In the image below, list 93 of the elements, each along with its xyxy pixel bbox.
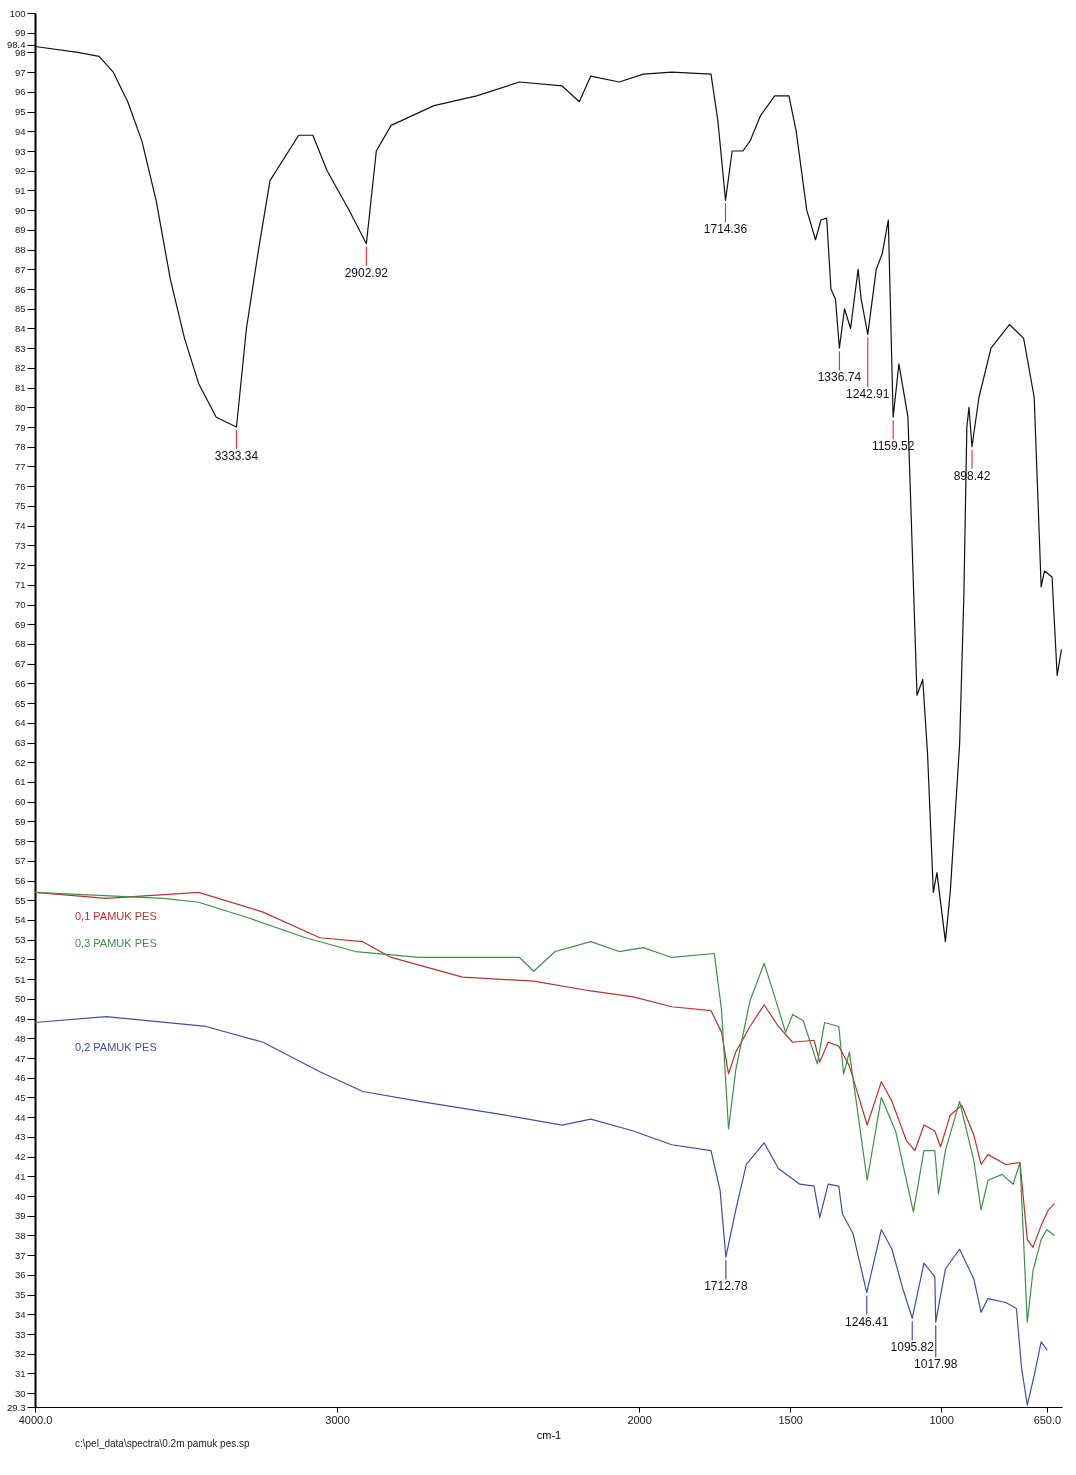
y-tick-label: 75	[14, 500, 26, 512]
y-tick-label: 79	[14, 421, 26, 433]
annotation: 1712.78	[704, 1279, 748, 1294]
y-tick-label: 61	[14, 776, 26, 788]
y-tick-label: 35	[14, 1289, 26, 1301]
annotation: 2902.92	[344, 265, 389, 280]
y-tick-label: 31	[14, 1367, 26, 1379]
y-tick-label: 78	[14, 441, 26, 453]
y-tick-label: 89	[14, 224, 26, 236]
text: c:\pel_data\spectra\0.2m pamuk pes.sp	[75, 1438, 250, 1449]
y-tick-label: 67	[14, 658, 26, 670]
y-tick-label: 66	[14, 677, 26, 689]
x-tick-label: 4000.0	[18, 1413, 53, 1426]
y-tick-label: 71	[14, 579, 26, 591]
x-tick-label: 1500	[778, 1413, 803, 1426]
y-tick-label: 49	[14, 1013, 26, 1025]
y-tick-label: 92	[14, 165, 26, 177]
y-tick-label: 42	[14, 1151, 26, 1163]
y-tick-label: 62	[14, 756, 26, 768]
y-tick-label: 60	[14, 796, 26, 808]
y-tick-label: 100	[9, 7, 26, 19]
annotation: 1017.98	[914, 1357, 958, 1372]
x-tick-label: 2000	[627, 1413, 652, 1426]
y-tick-label: 86	[14, 283, 26, 295]
y-tick-label: 64	[14, 717, 26, 729]
x-tick-label: 650.0	[1033, 1413, 1062, 1426]
y-tick-label: 77	[14, 460, 26, 472]
x-tick-label: 1000	[929, 1413, 954, 1426]
y-tick-label: 98.4	[7, 39, 26, 51]
series-label: 0,2 PAMUK PES	[75, 1040, 157, 1053]
y-tick-label: 29.3	[7, 1401, 26, 1413]
y-tick-label: 48	[14, 1032, 26, 1044]
y-tick-label: 43	[14, 1131, 26, 1143]
y-tick-label: 72	[14, 559, 26, 571]
y-tick-label: 47	[14, 1052, 26, 1064]
y-tick-label: 68	[14, 638, 26, 650]
y-tick-label: 84	[14, 322, 26, 334]
y-tick-label: 54	[14, 914, 26, 926]
y-tick-label: 39	[14, 1210, 26, 1222]
annotation: 1095.82	[890, 1340, 935, 1355]
y-tick-label: 40	[14, 1190, 26, 1202]
y-tick-label: 56	[14, 875, 26, 887]
y-tick-label: 99	[14, 27, 26, 39]
x-tick-label: 3000	[325, 1413, 350, 1426]
y-tick-label: 38	[14, 1229, 26, 1241]
y-tick-label: 45	[14, 1091, 26, 1103]
y-tick-label: 55	[14, 894, 26, 906]
y-tick-label: 37	[14, 1249, 26, 1261]
y-tick-label: 65	[14, 697, 26, 709]
y-tick-label: 81	[14, 382, 26, 394]
y-tick-label: 90	[14, 204, 26, 216]
y-tick-label: 57	[14, 855, 26, 867]
y-tick-label: 44	[14, 1111, 26, 1123]
y-tick-label: 52	[14, 953, 26, 965]
y-tick-label: 30	[14, 1387, 26, 1399]
y-tick-label: 73	[14, 539, 26, 551]
y-tick-label: 74	[14, 520, 26, 532]
y-tick-label: 34	[14, 1308, 26, 1320]
series-label: 0,1 PAMUK PES	[75, 910, 157, 923]
text: 0,3 PAMUK PES	[75, 937, 157, 950]
y-tick-label: 82	[14, 362, 26, 374]
y-tick-label: 87	[14, 263, 26, 275]
y-tick-label: 83	[14, 342, 26, 354]
y-tick-label: 76	[14, 480, 26, 492]
y-tick-label: 59	[14, 815, 26, 827]
y-tick-label: 51	[14, 973, 26, 985]
annotation: 1246.41	[845, 1314, 889, 1329]
y-tick-label: 32	[14, 1348, 26, 1360]
y-tick-label: 50	[14, 993, 26, 1005]
y-tick-label: 63	[14, 737, 26, 749]
y-tick-label: 95	[14, 106, 26, 118]
y-tick-label: 88	[14, 244, 26, 256]
y-tick-label: 70	[14, 599, 26, 611]
y-tick-label: 97	[14, 66, 26, 78]
y-tick-label: 33	[14, 1328, 26, 1340]
annotation: 3333.34	[214, 449, 259, 464]
y-tick-label: 41	[14, 1170, 26, 1182]
y-tick-label: 46	[14, 1072, 26, 1084]
y-tick-label: 53	[14, 934, 26, 946]
y-tick-label: 69	[14, 618, 26, 630]
y-tick-label: 85	[14, 303, 26, 315]
y-tick-label: 96	[14, 86, 26, 98]
y-tick-label: 80	[14, 401, 26, 413]
y-tick-label: 91	[14, 184, 26, 196]
y-tick-label: 93	[14, 145, 26, 157]
line-series	[35, 1016, 1048, 1406]
x-axis-title: cm-1	[536, 1428, 562, 1441]
annotation: 1336.74	[817, 370, 862, 385]
annotation: 1714.36	[703, 222, 748, 237]
y-tick-label: 94	[14, 125, 26, 137]
y-tick-label: 58	[14, 835, 26, 847]
annotation: 1242.91	[846, 387, 890, 402]
y-tick-label: 36	[14, 1269, 26, 1281]
